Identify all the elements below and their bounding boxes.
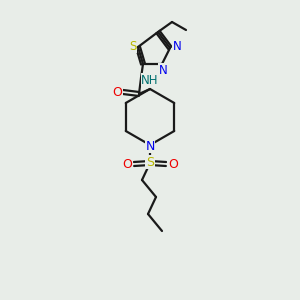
Text: O: O — [168, 158, 178, 170]
Text: S: S — [146, 155, 154, 169]
Text: N: N — [172, 40, 182, 53]
Text: O: O — [112, 85, 122, 98]
Text: NH: NH — [141, 74, 159, 86]
Text: S: S — [129, 40, 137, 52]
Text: N: N — [159, 64, 167, 76]
Text: O: O — [122, 158, 132, 170]
Text: N: N — [145, 140, 155, 152]
